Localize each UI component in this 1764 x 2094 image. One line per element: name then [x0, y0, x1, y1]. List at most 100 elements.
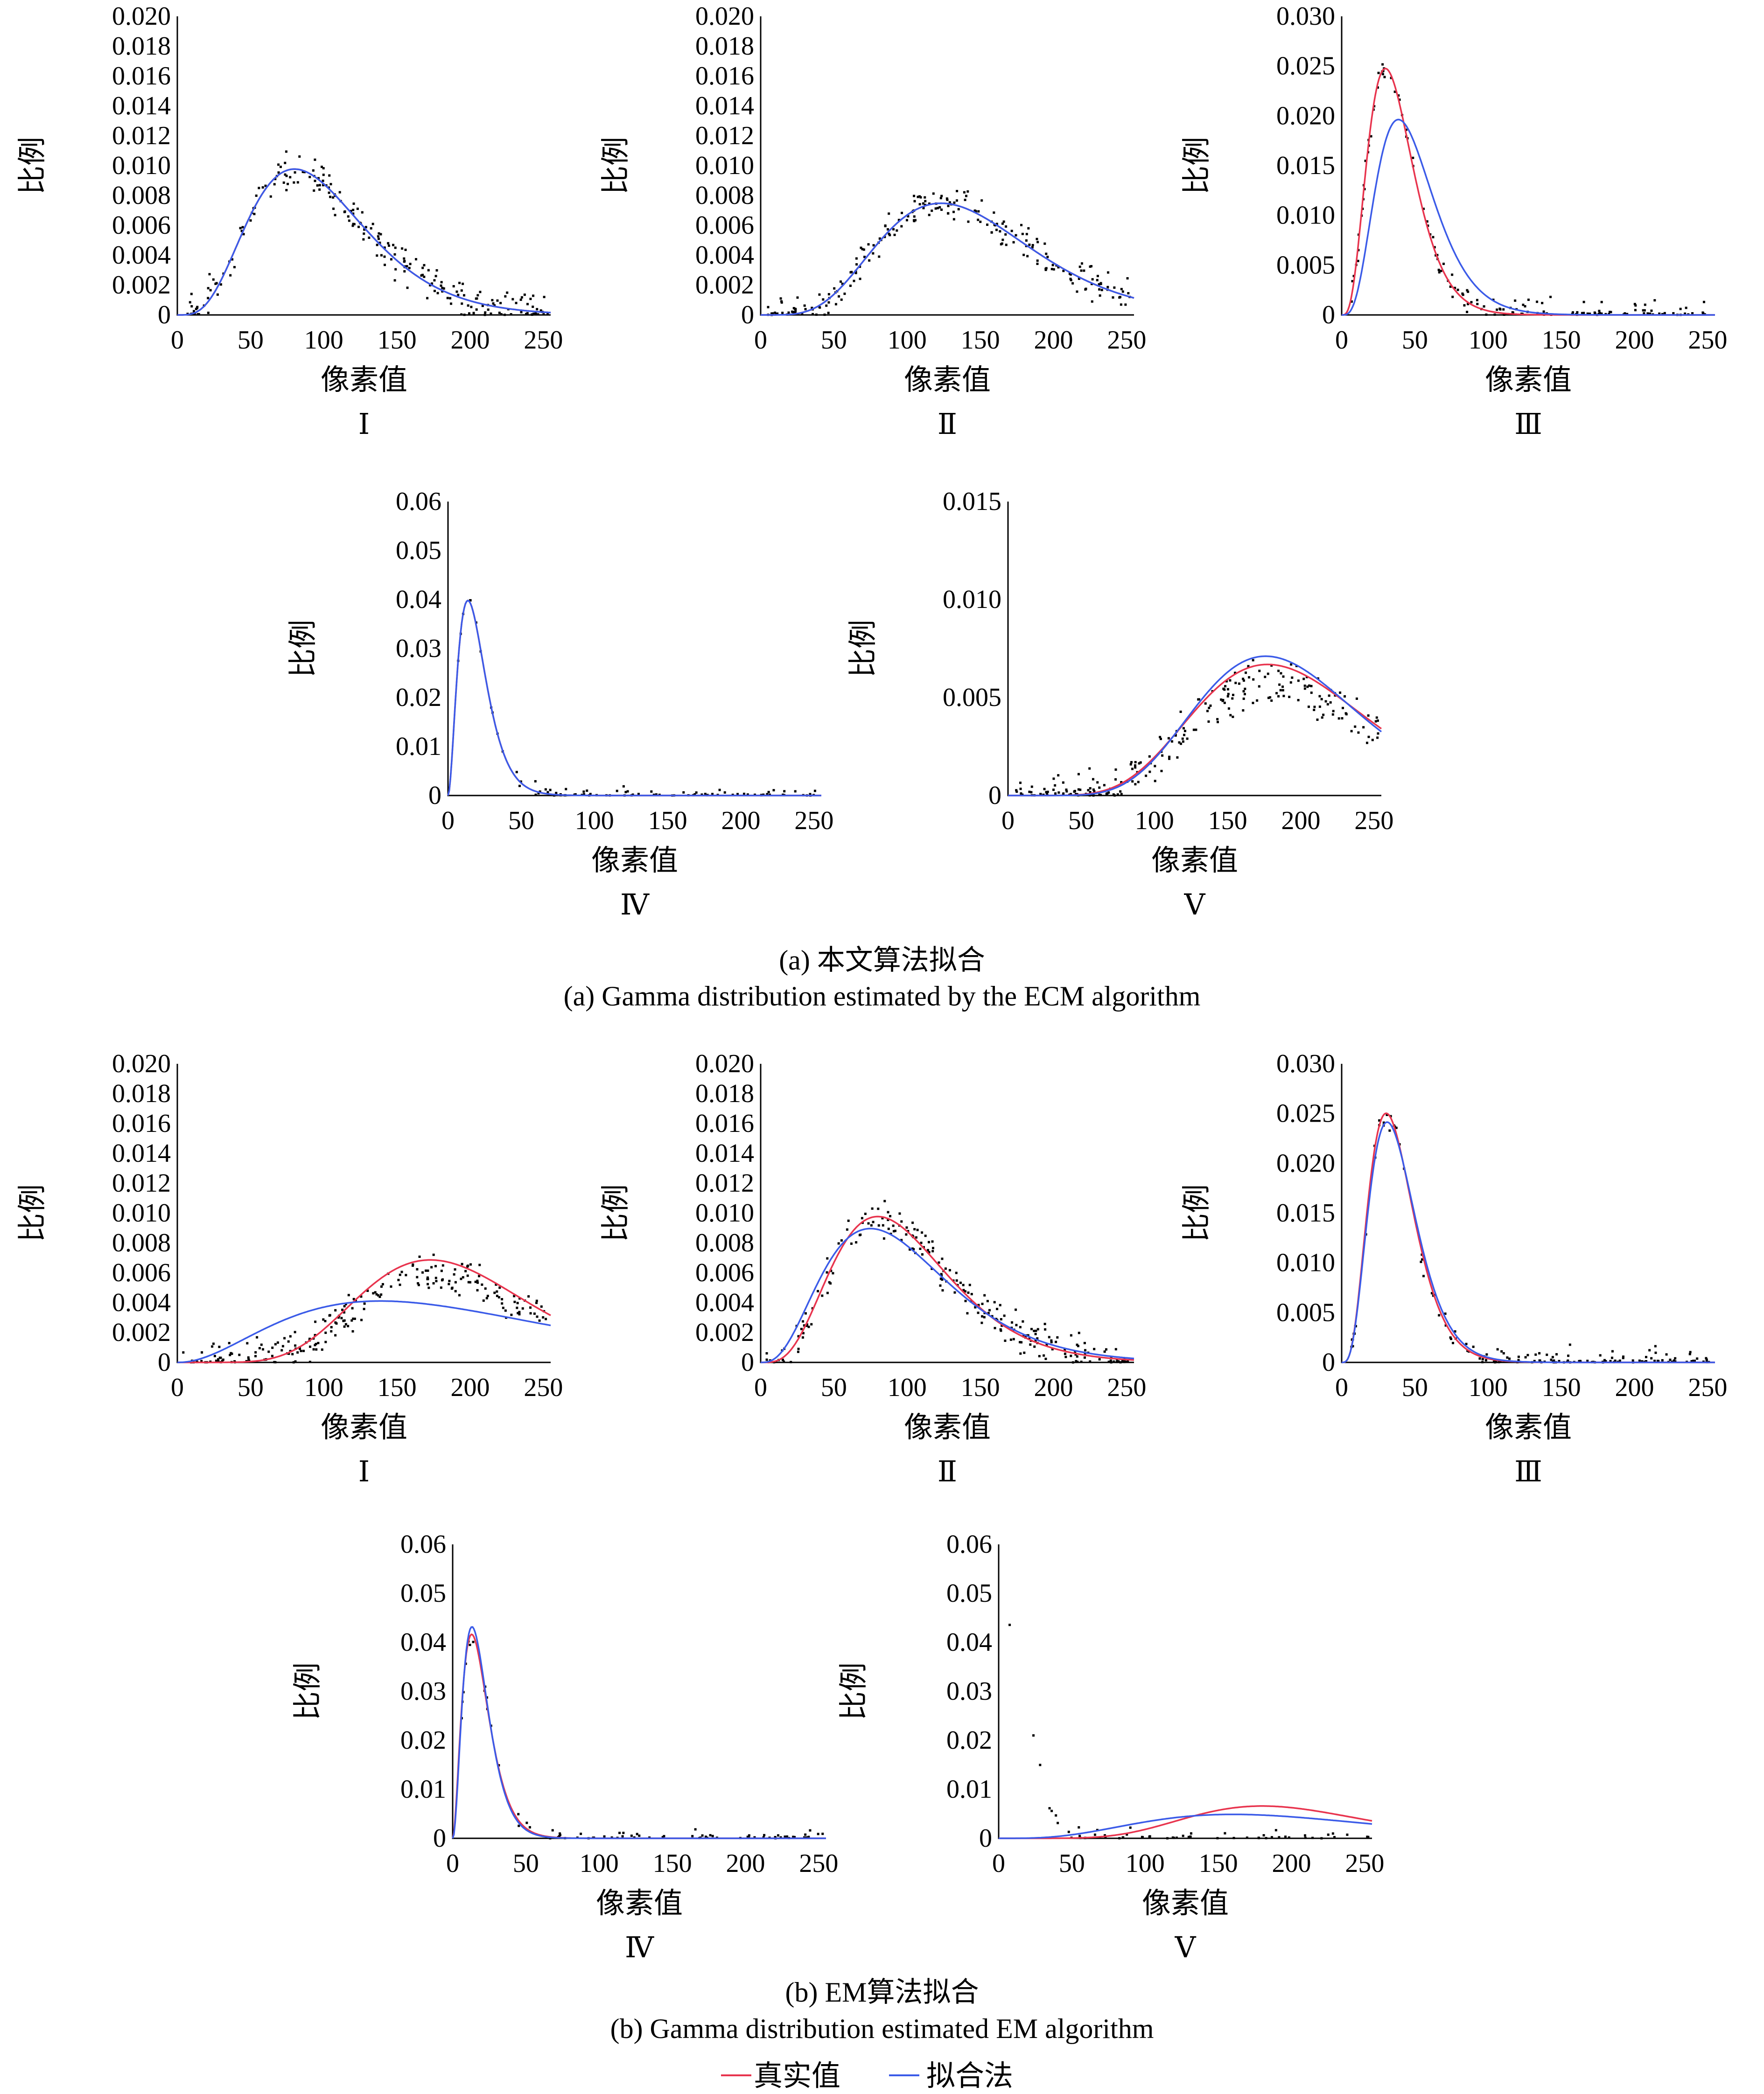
- scatter-point: [1100, 289, 1103, 292]
- y-tick-label: 0.03: [946, 1677, 992, 1706]
- scatter-point: [1245, 671, 1247, 674]
- scatter-point: [1328, 694, 1330, 697]
- scatter-point: [1500, 1350, 1503, 1353]
- scatter-point: [1154, 780, 1156, 782]
- scatter-point: [974, 210, 977, 213]
- scatter-point: [1658, 312, 1661, 315]
- scatter-point: [534, 780, 537, 782]
- scatter-point: [1064, 1353, 1066, 1355]
- scatter-point: [840, 298, 843, 301]
- caption-b-cn: (b) EM算法拟合: [785, 1977, 979, 2008]
- y-axis-label: 比例: [846, 620, 880, 677]
- scatter-point: [1004, 233, 1007, 236]
- scatter-point: [1034, 1333, 1037, 1335]
- scatter-point: [917, 195, 919, 198]
- scatter-point: [1688, 1353, 1691, 1355]
- scatter-point: [406, 286, 409, 289]
- scatter-point: [475, 308, 478, 311]
- scatter-point: [434, 275, 437, 278]
- scatter-point: [363, 1308, 365, 1311]
- scatter-point: [921, 1253, 924, 1256]
- caption-a-cn: (a) 本文算法拟合: [779, 945, 985, 976]
- scatter-point: [907, 215, 910, 218]
- series-line-true: [761, 202, 1134, 316]
- scatter-point: [792, 1836, 795, 1838]
- scatter-point: [830, 1270, 833, 1272]
- y-tick-label: 0.016: [112, 1109, 171, 1138]
- scatter-point: [993, 211, 995, 214]
- scatter-point: [448, 1279, 451, 1282]
- y-tick-label: 0.014: [695, 91, 754, 120]
- scatter-point: [1696, 1357, 1699, 1360]
- series-line-true: [447, 600, 821, 796]
- scatter-point: [387, 242, 390, 244]
- scatter-point: [1027, 1334, 1029, 1337]
- y-tick-label: 0.020: [695, 2, 754, 31]
- scatter-point: [1048, 1807, 1051, 1810]
- scatter-point: [1337, 717, 1340, 720]
- scatter-point: [1179, 711, 1182, 713]
- scatter-point: [877, 1224, 880, 1227]
- scatter-point: [1364, 160, 1367, 162]
- scatter-point: [432, 1253, 435, 1256]
- scatter-point: [484, 311, 487, 314]
- scatter-point: [1076, 1343, 1078, 1346]
- scatter-point: [332, 196, 335, 199]
- scatter-point: [233, 266, 236, 269]
- scatter-point: [303, 171, 306, 174]
- scatter-point: [249, 219, 252, 222]
- scatter-point: [222, 1358, 224, 1361]
- scatter-point: [691, 1835, 694, 1837]
- scatter-point: [1440, 270, 1442, 272]
- scatter-point: [977, 218, 980, 221]
- x-tick-label: 250: [524, 1373, 563, 1402]
- scatter-point: [1078, 1826, 1080, 1829]
- scatter-point: [390, 1285, 392, 1288]
- scatter-point: [810, 1323, 813, 1326]
- scatter-point: [936, 207, 939, 209]
- scatter-point: [1433, 246, 1436, 249]
- scatter-point: [858, 1234, 861, 1236]
- scatter-point: [1650, 1357, 1653, 1360]
- x-axis-label: 像素值: [904, 363, 991, 397]
- scatter-point: [1502, 308, 1505, 311]
- scatter-point: [1171, 1836, 1174, 1839]
- scatter-point: [983, 1294, 986, 1297]
- scatter-point: [1476, 299, 1478, 301]
- scatter-point: [1313, 705, 1316, 708]
- y-axis-label: 比例: [836, 1662, 870, 1720]
- scatter-point: [1104, 1834, 1106, 1837]
- scatter-point: [313, 189, 315, 192]
- scatter-point: [1282, 695, 1285, 698]
- scatter-point: [767, 306, 770, 308]
- scatter-point: [1226, 695, 1229, 698]
- scatter-point: [1138, 762, 1141, 765]
- scatter-point: [1022, 253, 1025, 256]
- scatter-point: [888, 232, 890, 235]
- x-tick-label: 100: [1469, 326, 1508, 355]
- scatter-point: [318, 188, 321, 191]
- scatter-point: [312, 1348, 315, 1351]
- scatter-point: [1496, 1348, 1499, 1351]
- scatter-point: [624, 791, 627, 794]
- scatter-point: [415, 258, 418, 261]
- scatter-point: [967, 220, 970, 223]
- scatter-point: [469, 1281, 472, 1284]
- scatter-point: [1052, 777, 1055, 780]
- scatter-point: [308, 175, 311, 178]
- x-tick-label: 100: [888, 326, 927, 355]
- scatter-point: [1197, 698, 1200, 701]
- scatter-point: [1112, 296, 1114, 299]
- scatter-point: [1085, 287, 1087, 290]
- scatter-point: [440, 1270, 443, 1272]
- scatter-point: [913, 195, 916, 197]
- scatter-point: [1118, 1837, 1121, 1840]
- scatter-point: [1131, 768, 1134, 770]
- scatter-point: [1442, 262, 1445, 265]
- y-tick-label: 0.006: [695, 1258, 754, 1287]
- y-tick-label: 0.04: [400, 1628, 446, 1657]
- scatter-point: [898, 1212, 901, 1215]
- scatter-point: [746, 793, 749, 796]
- x-tick-label: 150: [1199, 1849, 1238, 1878]
- scatter-point: [1080, 1361, 1083, 1363]
